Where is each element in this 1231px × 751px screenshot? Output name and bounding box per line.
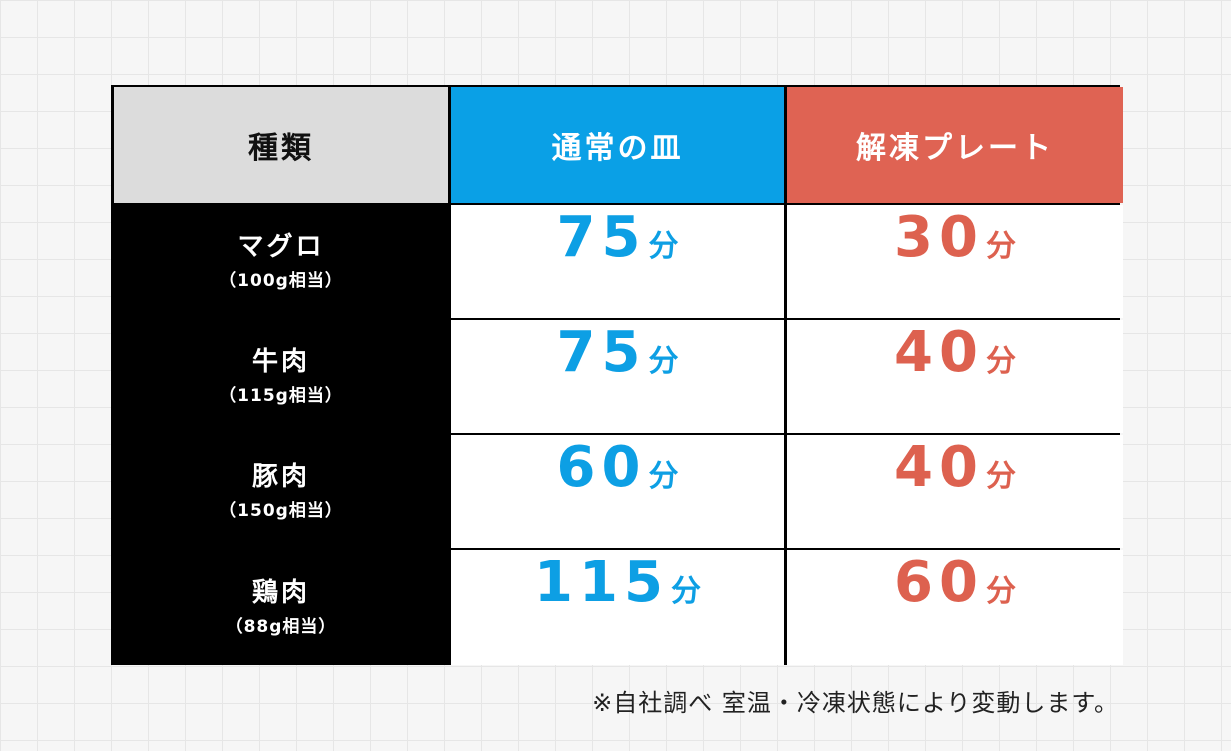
food-name: 鶏肉 [251, 578, 310, 609]
footnote: ※自社調べ 室温・冷凍状態により変動します。 [592, 689, 1119, 717]
time-unit: 分 [985, 459, 1016, 494]
food-name: 豚肉 [251, 462, 310, 493]
time-value: 75 [556, 205, 647, 270]
normal-time-chicken: 115 分 [451, 550, 784, 665]
comparison-table: 種類 通常の皿 解凍プレート マグロ （100g相当） 75 分 30 分 牛肉… [111, 85, 1123, 665]
time-unit: 分 [985, 229, 1016, 264]
normal-time-beef: 75 分 [451, 320, 784, 433]
thaw-time-beef: 40 分 [787, 320, 1123, 433]
food-amount: （150g相当） [219, 500, 343, 521]
row-label-pork: 豚肉 （150g相当） [114, 435, 448, 548]
header-normal-plate-label: 通常の皿 [551, 131, 684, 166]
thaw-time-chicken: 60 分 [787, 550, 1123, 665]
time-value: 60 [556, 435, 647, 500]
time-value: 40 [894, 320, 984, 385]
row-label-chicken: 鶏肉 （88g相当） [114, 550, 448, 665]
thaw-time-tuna: 30 分 [787, 205, 1123, 318]
header-thawing-plate: 解凍プレート [787, 87, 1123, 203]
header-type-label: 種類 [248, 131, 314, 166]
time-value: 30 [894, 205, 984, 270]
time-unit: 分 [985, 574, 1016, 609]
food-name: 牛肉 [251, 347, 310, 378]
food-amount: （115g相当） [219, 385, 343, 406]
header-type: 種類 [114, 87, 448, 203]
header-thawing-plate-label: 解凍プレート [856, 131, 1054, 166]
normal-time-pork: 60 分 [451, 435, 784, 548]
food-amount: （88g相当） [225, 616, 337, 637]
time-unit: 分 [670, 574, 701, 609]
time-value: 115 [534, 550, 669, 615]
thaw-time-pork: 40 分 [787, 435, 1123, 548]
row-label-tuna: マグロ （100g相当） [114, 205, 448, 318]
time-unit: 分 [985, 344, 1016, 379]
food-name: マグロ [237, 232, 325, 263]
time-value: 60 [894, 550, 984, 615]
time-value: 40 [894, 435, 984, 500]
time-unit: 分 [648, 229, 679, 264]
header-normal-plate: 通常の皿 [451, 87, 784, 203]
time-unit: 分 [648, 344, 679, 379]
normal-time-tuna: 75 分 [451, 205, 784, 318]
row-label-beef: 牛肉 （115g相当） [114, 320, 448, 433]
time-unit: 分 [648, 459, 679, 494]
time-value: 75 [556, 320, 647, 385]
food-amount: （100g相当） [219, 270, 343, 291]
